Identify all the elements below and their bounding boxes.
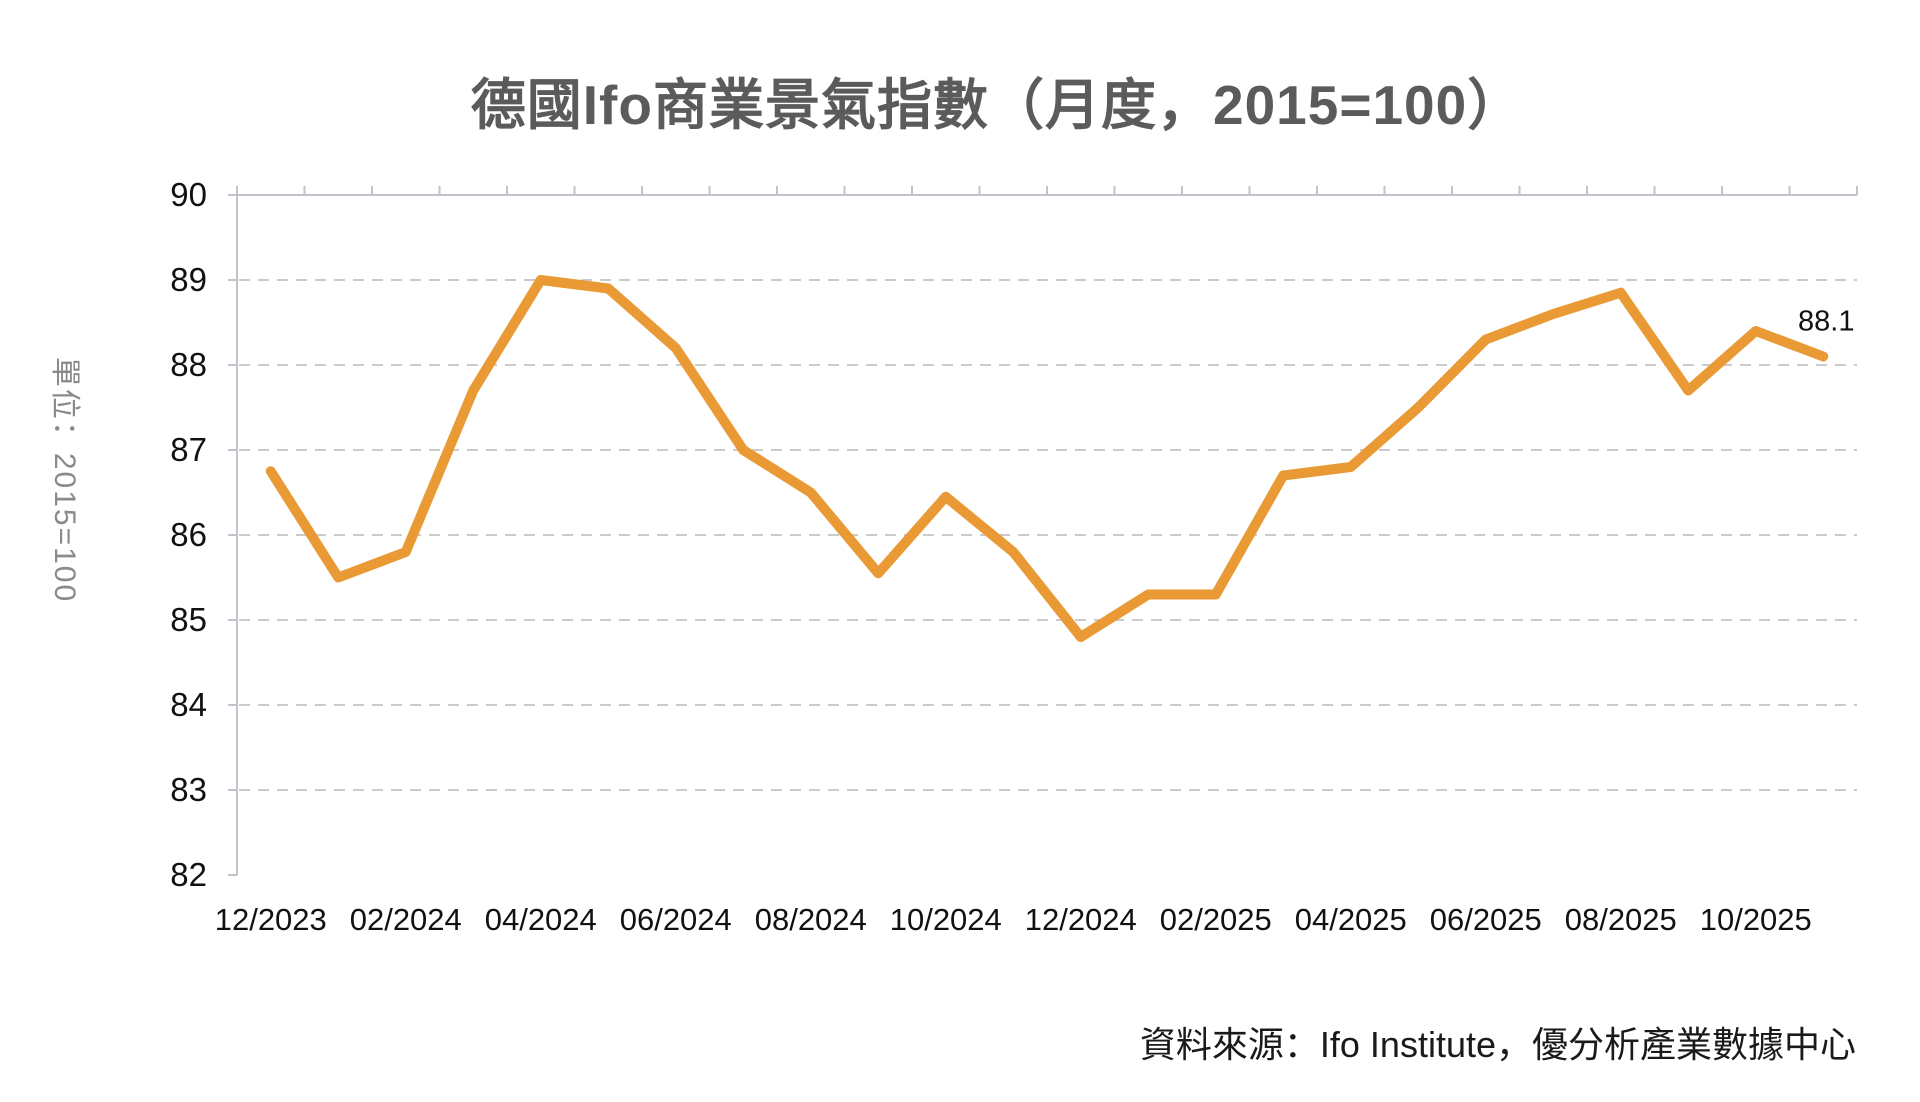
y-axis-tick-label: 89: [170, 261, 207, 298]
x-axis-tick-label: 06/2024: [620, 902, 732, 937]
x-axis-tick-label: 04/2025: [1295, 902, 1407, 937]
y-axis-tick-label: 90: [170, 176, 207, 213]
y-axis-tick-label: 86: [170, 516, 207, 553]
x-axis-tick-label: 08/2025: [1565, 902, 1677, 937]
x-axis-tick-label: 04/2024: [485, 902, 597, 937]
source-note: 資料來源：Ifo Institute，優分析產業數據中心: [1139, 1024, 1856, 1065]
y-axis-tick-label: 87: [170, 431, 207, 468]
y-axis-tick-label: 88: [170, 346, 207, 383]
y-axis-tick-label: 84: [170, 686, 207, 723]
chart-title: 德國Ifo商業景氣指數（月度，2015=100）: [470, 74, 1524, 136]
x-axis-tick-label: 10/2025: [1700, 902, 1812, 937]
last-value-label: 88.1: [1798, 306, 1854, 338]
y-axis-tick-label: 85: [170, 601, 207, 638]
x-axis-tick-label: 12/2023: [215, 902, 327, 937]
series-line: [265, 275, 1829, 642]
x-axis-tick-label: 02/2024: [350, 902, 462, 937]
x-axis-tick-label: 12/2024: [1025, 902, 1137, 937]
x-axis-tick-label: 08/2024: [755, 902, 867, 937]
x-axis-tick-label: 02/2025: [1160, 902, 1272, 937]
x-axis-tick-label: 10/2024: [890, 902, 1002, 937]
x-axis-tick-label: 06/2025: [1430, 902, 1542, 937]
y-axis-tick-label: 82: [170, 856, 207, 893]
y-axis-tick-label: 83: [170, 771, 207, 808]
